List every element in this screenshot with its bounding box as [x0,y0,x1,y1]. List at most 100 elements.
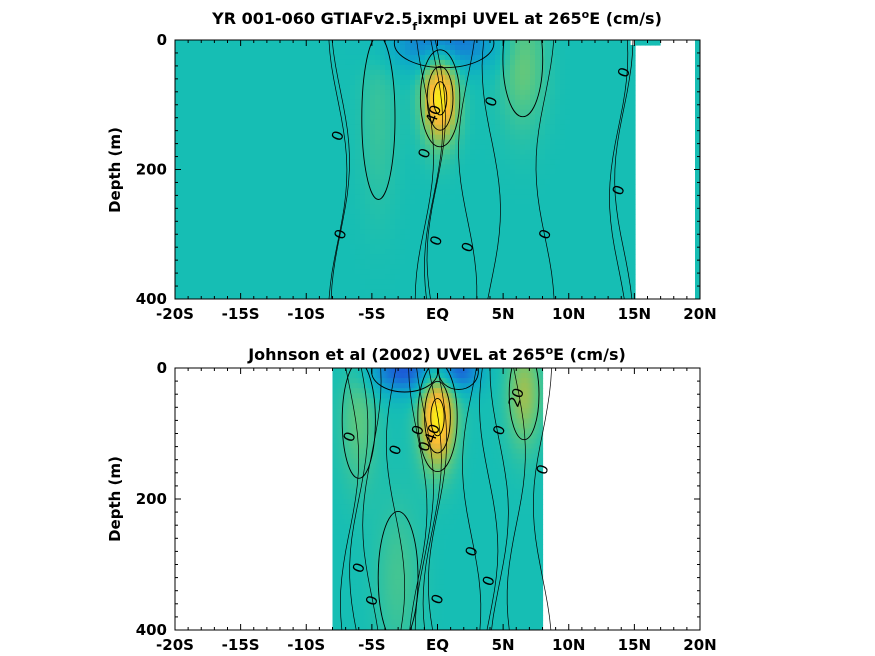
field-cell [625,74,631,81]
field-cell [430,229,436,235]
field-cell [470,169,476,176]
field-cell [550,59,556,66]
field-cell [430,109,436,116]
field-cell [585,40,591,46]
field-cell [455,49,461,56]
field-cell [480,40,486,46]
field-cell [450,254,456,260]
field-cell [540,174,546,181]
field-cell [530,40,536,46]
field-cell [600,139,606,146]
field-cell [265,134,271,141]
field-cell [565,184,571,191]
field-cell [555,59,561,66]
field-cell [420,264,426,270]
field-cell [530,209,536,215]
field-cell [450,194,456,200]
field-cell [475,164,481,171]
field-cell [265,69,271,76]
field-cell [535,269,541,275]
field-cell [185,254,191,260]
field-cell [445,179,451,186]
field-cell [470,104,476,111]
field-cell [275,284,281,290]
field-cell [220,154,226,161]
field-cell [420,79,426,86]
field-cell [620,104,626,111]
field-cell [545,74,551,81]
field-cell [610,179,616,186]
field-cell [375,174,381,181]
field-cell [240,214,246,220]
field-cell [400,239,406,245]
field-cell [540,169,546,176]
field-cell [205,234,211,240]
field-cell [400,259,406,265]
field-cell [500,254,506,260]
field-cell [520,194,526,200]
field-cell [400,244,406,250]
field-cell [285,279,291,285]
field-cell [475,229,481,235]
field-cell [335,49,341,56]
field-cell [180,249,186,255]
field-cell [340,284,346,290]
field-cell [270,99,276,106]
field-cell [390,119,396,126]
field-cell [370,264,376,270]
field-cell [280,189,286,195]
field-cell [585,214,591,220]
field-cell [615,44,621,51]
field-cell [395,109,401,116]
field-cell [600,129,606,136]
field-cell [285,144,291,151]
field-cell [380,164,386,171]
field-cell [415,214,421,220]
field-cell [535,44,541,51]
field-cell [285,99,291,106]
field-cell [545,84,551,91]
field-cell [275,129,281,136]
field-cell [545,279,551,285]
field-cell [220,204,226,210]
field-cell [360,224,366,230]
field-cell [580,159,586,166]
field-cell [405,104,411,111]
field-cell [385,239,391,245]
field-cell [350,134,356,141]
field-cell [290,54,296,61]
field-cell [580,184,586,191]
field-cell [375,114,381,121]
field-cell [225,64,231,71]
field-cell [330,229,336,235]
field-cell [515,199,521,205]
field-cell [300,274,306,280]
field-cell [245,204,251,210]
field-cell [285,54,291,61]
field-cell [185,264,191,270]
field-cell [495,189,501,195]
field-cell [465,199,471,205]
field-cell [625,249,631,255]
field-cell [515,189,521,195]
field-cell [500,214,506,220]
field-cell [585,104,591,111]
field-cell [290,194,296,200]
field-cell [530,274,536,280]
field-cell [615,149,621,156]
field-cell [390,139,396,146]
field-cell [520,79,526,86]
field-cell [530,109,536,116]
field-cell [525,229,531,235]
field-cell [530,104,536,111]
field-cell [590,239,596,245]
field-cell [475,104,481,111]
field-cell [270,64,276,71]
field-cell [395,264,401,270]
field-cell [595,294,601,299]
field-cell [400,289,406,295]
field-cell [240,219,246,225]
field-cell [300,219,306,225]
field-cell [385,269,391,275]
field-cell [560,139,566,146]
